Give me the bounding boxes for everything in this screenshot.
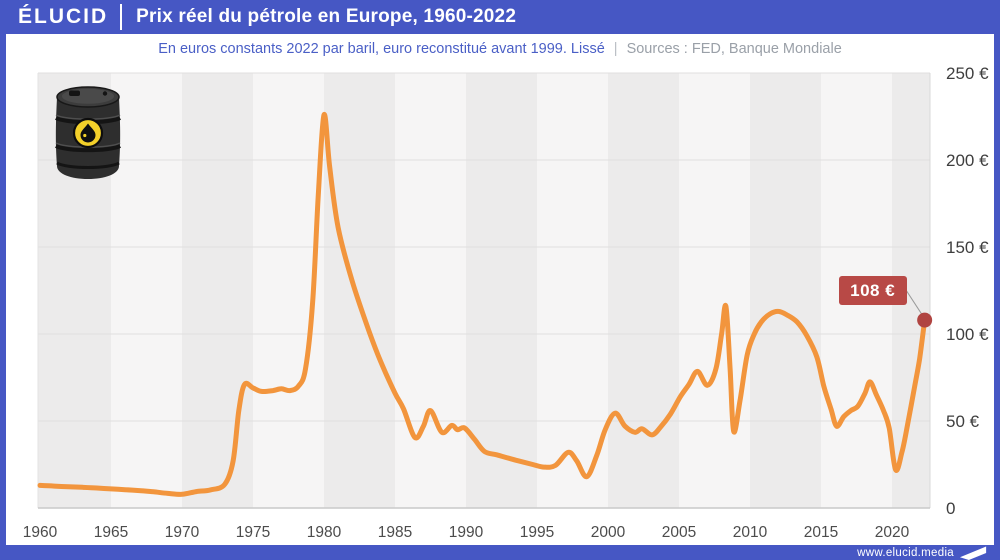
background-band bbox=[608, 73, 679, 508]
sources-text: Sources : FED, Banque Mondiale bbox=[626, 40, 842, 57]
x-axis-label: 1965 bbox=[94, 524, 128, 541]
background-band bbox=[466, 73, 537, 508]
x-axis-label: 2005 bbox=[662, 524, 696, 541]
background-band bbox=[182, 73, 253, 508]
x-axis-label: 1990 bbox=[449, 524, 484, 541]
x-axis-label: 2010 bbox=[733, 524, 768, 541]
subtitle-divider: | bbox=[613, 40, 618, 57]
x-axis-label: 1980 bbox=[307, 524, 342, 541]
oil-price-line bbox=[37, 112, 928, 497]
y-axis-label: 50 € bbox=[946, 412, 980, 431]
x-axis-label: 1960 bbox=[23, 524, 58, 541]
end-point-dot bbox=[917, 312, 933, 328]
elucid-flag-icon bbox=[960, 545, 987, 560]
x-axis-label: 1970 bbox=[165, 524, 200, 541]
background-band bbox=[679, 73, 750, 508]
y-axis-label: 100 € bbox=[946, 325, 989, 344]
x-axis-label: 2015 bbox=[804, 524, 838, 541]
website-url[interactable]: www.elucid.media bbox=[857, 546, 954, 559]
y-axis-label: 150 € bbox=[946, 238, 989, 257]
background-band bbox=[111, 73, 182, 508]
y-axis-label: 0 bbox=[946, 499, 955, 518]
page-title: Prix réel du pétrole en Europe, 1960-202… bbox=[136, 6, 517, 27]
oil-barrel-icon bbox=[55, 86, 121, 179]
background-band bbox=[395, 73, 466, 508]
subtitle-bar: En euros constants 2022 par baril, euro … bbox=[6, 34, 994, 63]
x-axis-label: 2000 bbox=[591, 524, 626, 541]
y-axis-label: 250 € bbox=[946, 64, 989, 83]
x-axis-label: 1975 bbox=[236, 524, 270, 541]
x-axis-label: 1995 bbox=[520, 524, 554, 541]
right-border bbox=[994, 0, 1000, 560]
left-border bbox=[0, 0, 6, 560]
x-axis-label: 1985 bbox=[378, 524, 412, 541]
header-bar: ÉLUCID Prix réel du pétrole en Europe, 1… bbox=[0, 0, 1000, 34]
callout-connector bbox=[906, 290, 923, 315]
y-axis-label: 200 € bbox=[946, 151, 989, 170]
brand-logo: ÉLUCID bbox=[18, 5, 109, 28]
footer-bar: www.elucid.media bbox=[0, 545, 1000, 560]
logo-separator bbox=[120, 4, 123, 30]
price-callout-badge: 108 € bbox=[838, 276, 907, 306]
subtitle-text: En euros constants 2022 par baril, euro … bbox=[158, 40, 605, 57]
x-axis-label: 2020 bbox=[875, 524, 910, 541]
background-band bbox=[537, 73, 608, 508]
background-band bbox=[750, 73, 821, 508]
background-band bbox=[324, 73, 395, 508]
